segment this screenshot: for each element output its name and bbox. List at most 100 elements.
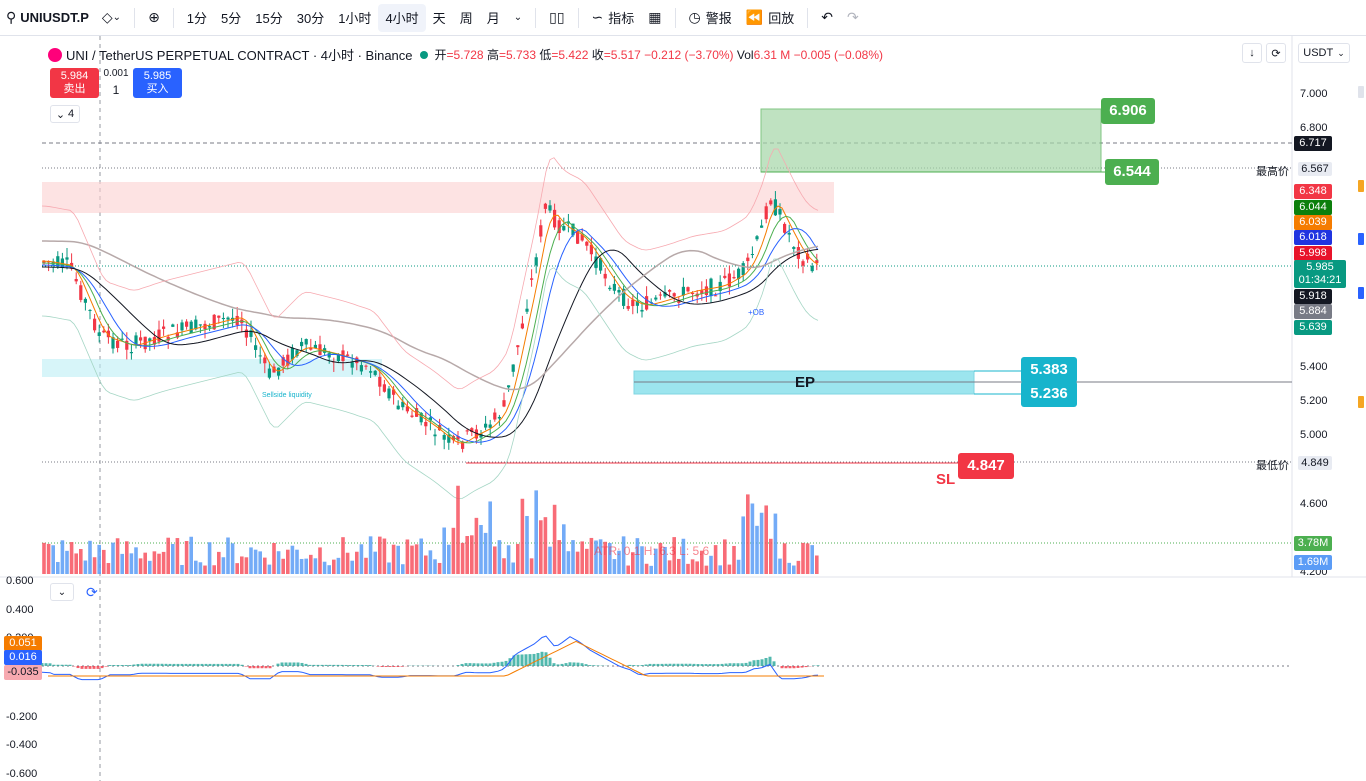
tf-more-button[interactable]: ⌄ (507, 4, 529, 32)
candle-body (217, 315, 221, 318)
indicators-button[interactable]: ∽ 指标 (585, 4, 642, 32)
candle-body (658, 294, 662, 296)
price-level-tag[interactable]: 5.884 (1294, 304, 1332, 319)
macd-histogram-bar (512, 655, 516, 666)
macd-histogram-bar (168, 663, 172, 666)
macd-histogram-bar (328, 664, 332, 666)
price-chart-canvas[interactable] (0, 36, 1366, 781)
volume-bar (566, 551, 571, 574)
price-level-tag[interactable]: 5.918 (1294, 289, 1332, 304)
sellside-liquidity-label: Sellside liquidity (262, 392, 312, 399)
ep-low-label[interactable]: 5.236 (1021, 381, 1077, 407)
volume-bar (470, 535, 474, 574)
price-level-tag[interactable]: 5.998 (1294, 246, 1332, 261)
add-symbol-button[interactable]: ⊕ (141, 4, 167, 32)
tf-1w[interactable]: 周 (459, 11, 473, 26)
volume-bar (713, 545, 718, 574)
volume-bar (134, 547, 138, 574)
macd-histogram-bar (780, 666, 784, 669)
buy-button[interactable]: 5.985 买入 (133, 68, 182, 98)
chart-type-button[interactable]: ▯▯ (542, 4, 571, 32)
macd-histogram-bar (112, 665, 116, 666)
price-level-tag[interactable]: 6.044 (1294, 200, 1332, 215)
symbol-search[interactable]: ⚲ UNIUSDT.P (0, 9, 95, 26)
quantity-field[interactable]: 0.001 1 (103, 68, 129, 97)
tp2-label[interactable]: 6.544 (1105, 159, 1159, 185)
tf-1d[interactable]: 天 (432, 11, 446, 26)
volume-bar (83, 560, 88, 574)
rewind-icon: ⏪ (745, 9, 764, 25)
diamond-menu-button[interactable]: ◇ ⌄ (95, 4, 128, 32)
price-level-tag[interactable]: 1.69M (1294, 555, 1332, 570)
macd-histogram-bar (708, 664, 712, 666)
current-price-tag[interactable]: 5.985 01:34:21 (1294, 260, 1346, 288)
tf-1h[interactable]: 1小时 (338, 11, 372, 26)
templates-button[interactable]: ▦ (641, 4, 668, 32)
macd-histogram-bar (488, 663, 492, 666)
candle-body (681, 286, 685, 296)
candle-body (419, 412, 423, 423)
tp1-label[interactable]: 6.906 (1101, 98, 1155, 124)
macd-histogram-bar (220, 663, 224, 666)
alert-button[interactable]: ◷ 警报 (682, 4, 739, 32)
fullscreen-button[interactable]: ⟳ (1266, 43, 1286, 63)
macd-value-tag[interactable]: -0.035 (4, 665, 42, 680)
candle-body (576, 231, 580, 244)
tf-4h[interactable]: 4小时 (378, 3, 426, 32)
candle-body (553, 209, 557, 228)
volume-bar (543, 517, 548, 574)
price-level-tag[interactable]: 5.639 (1294, 320, 1332, 335)
price-level-tag[interactable]: 3.78M (1294, 536, 1332, 551)
volume-bar (479, 524, 483, 574)
macd-histogram-bar (800, 666, 804, 668)
alert-marker[interactable] (1358, 396, 1364, 408)
volume-bar (525, 515, 529, 574)
volume-bar (778, 558, 782, 574)
volume-bar (792, 565, 796, 574)
band-upper (41, 148, 819, 390)
candle-body (304, 339, 308, 345)
top-toolbar: ⚲ UNIUSDT.P ◇ ⌄ ⊕ 1分 5分 15分 30分 1小时 4小时 天… (0, 0, 1366, 36)
macd-value-tag[interactable]: 0.016 (4, 650, 42, 665)
macd-value-tag[interactable]: 0.051 (4, 636, 42, 651)
take-profit-zone (760, 108, 1102, 173)
macd-collapse-button[interactable]: ⌄ (50, 583, 74, 601)
chart-area[interactable]: UNI / TetherUS PERPETUAL CONTRACT · 4小时 … (0, 36, 1366, 781)
candle-body (461, 441, 465, 449)
ep-high-label[interactable]: 5.383 (1021, 357, 1077, 383)
refresh-icon[interactable]: ⟳ (86, 583, 98, 600)
high-marker-label: 最高价 (1256, 166, 1289, 178)
price-level-tag[interactable]: 6.348 (1294, 184, 1332, 199)
tf-5m[interactable]: 5分 (221, 11, 242, 26)
macd-histogram-bar (752, 660, 756, 666)
volume-bar (387, 562, 391, 574)
redo-button[interactable]: ↷ (840, 4, 866, 32)
alert-marker[interactable] (1358, 233, 1364, 245)
sl-price-label[interactable]: 4.847 (958, 453, 1014, 479)
candle-body (83, 298, 87, 303)
download-button[interactable]: ↓ (1242, 43, 1262, 63)
alert-marker[interactable] (1358, 86, 1364, 98)
currency-select[interactable]: USDT ⌄ (1298, 43, 1350, 63)
sell-button[interactable]: 5.984 卖出 (50, 68, 99, 98)
undo-button[interactable]: ↶ (814, 4, 840, 32)
price-level-tag[interactable]: 6.717 (1294, 136, 1332, 151)
alert-marker[interactable] (1358, 287, 1364, 299)
indicators-collapse-button[interactable]: ⌄ 4 (50, 105, 80, 123)
price-level-tag[interactable]: 6.039 (1294, 215, 1332, 230)
candle-body (198, 324, 202, 326)
candle-body (654, 297, 658, 300)
candle-body (640, 309, 644, 312)
price-level-tag[interactable]: 6.018 (1294, 230, 1332, 245)
volume-bar (598, 539, 603, 574)
price-tick-label: 7.000 (1300, 88, 1328, 100)
tf-15m[interactable]: 15分 (255, 11, 283, 26)
tf-1mo[interactable]: 月 (486, 11, 500, 26)
replay-button[interactable]: ⏪ 回放 (739, 4, 801, 32)
candle-body (746, 257, 750, 262)
alert-marker[interactable] (1358, 180, 1364, 192)
indicators-label: 指标 (608, 11, 635, 26)
tf-30m[interactable]: 30分 (296, 11, 325, 26)
ma-blue (41, 228, 819, 443)
tf-1m[interactable]: 1分 (186, 11, 208, 26)
